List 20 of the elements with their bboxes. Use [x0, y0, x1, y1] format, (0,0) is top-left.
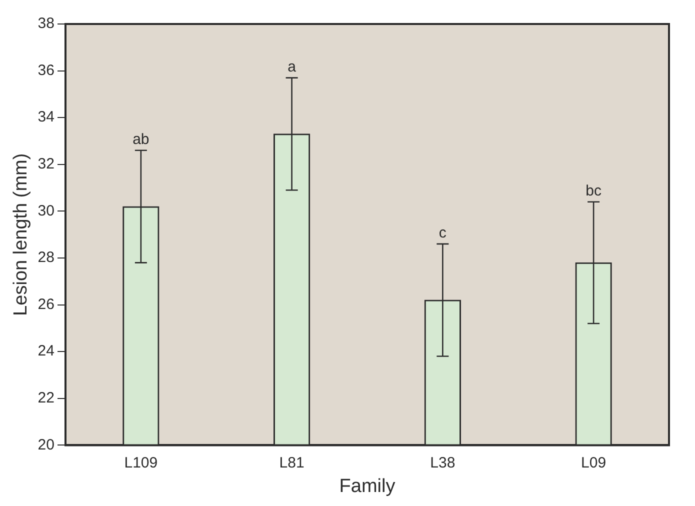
- annotation: ab: [132, 131, 150, 148]
- y-axis-title: Lesion length (mm): [10, 153, 32, 316]
- y-tick-label: 36: [38, 62, 54, 79]
- y-tick-label: 34: [38, 108, 54, 126]
- y-tick-label: 32: [38, 156, 54, 173]
- x-tick-label: L81: [279, 454, 304, 472]
- x-axis-title: Family: [339, 476, 396, 497]
- annotation: a: [288, 58, 297, 76]
- y-tick-label: 20: [38, 436, 54, 454]
- x-tick-label: L09: [581, 454, 606, 472]
- annotation: bc: [586, 182, 602, 200]
- y-tick-label: 30: [38, 202, 54, 220]
- y-tick-label: 26: [38, 296, 54, 313]
- x-tick-label: L38: [430, 454, 456, 472]
- x-tick-label: L109: [124, 454, 158, 472]
- annotation: c: [438, 224, 447, 242]
- y-tick-label: 28: [38, 249, 54, 266]
- y-tick-label: 24: [38, 342, 54, 360]
- y-tick-label: 22: [38, 390, 54, 407]
- y-tick-label: 38: [38, 15, 54, 32]
